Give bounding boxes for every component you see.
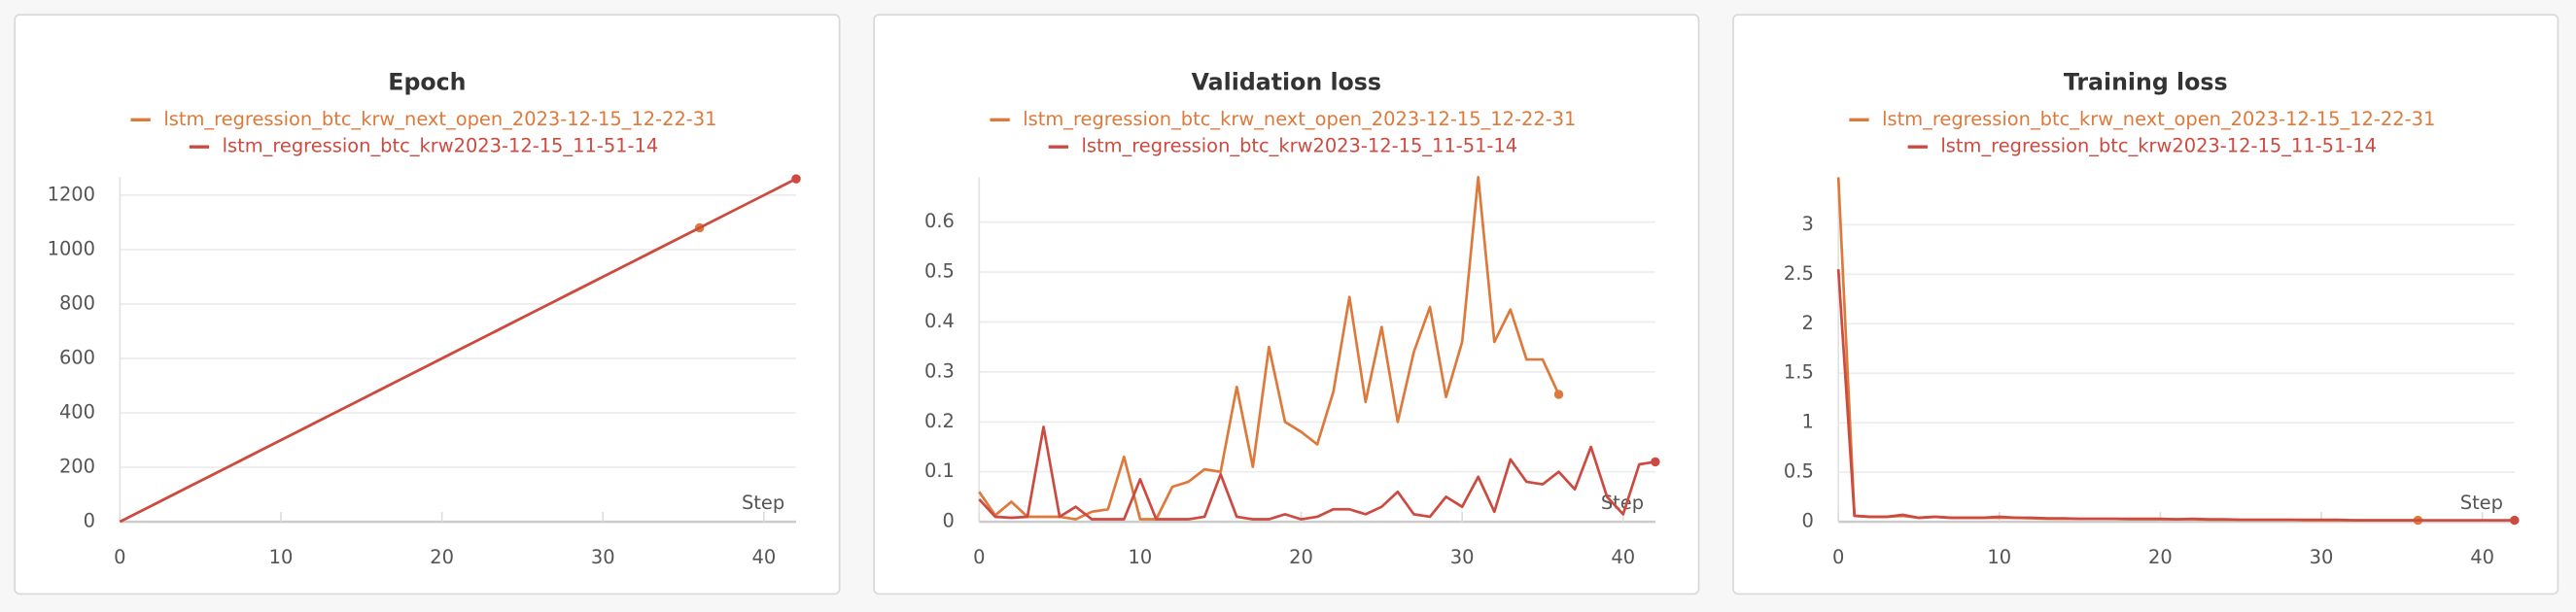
legend-label: lstm_regression_btc_krw2023-12-15_11-51-… [1082, 135, 1518, 157]
y-tick-label: 0 [943, 510, 955, 532]
x-tick-label: 40 [1611, 546, 1635, 568]
x-tick-label: 20 [2148, 546, 2173, 568]
chart-title: Training loss [2064, 69, 2228, 96]
y-tick-label: 2 [1801, 312, 1813, 334]
x-axis-label: Step [2460, 492, 2503, 514]
y-tick-label: 1000 [48, 237, 95, 259]
x-tick-label: 10 [269, 546, 294, 568]
chart-title: Epoch [388, 69, 466, 96]
chart-title: Validation loss [1192, 69, 1381, 96]
y-tick-label: 0.4 [924, 310, 955, 332]
y-tick-label: 1.5 [1784, 361, 1814, 384]
y-tick-label: 800 [59, 291, 95, 314]
x-axis-label: Step [742, 492, 784, 514]
legend-label: lstm_regression_btc_krw_next_open_2023-1… [1023, 108, 1576, 130]
x-tick-label: 20 [1289, 546, 1313, 568]
y-tick-label: 0 [84, 510, 95, 532]
y-tick-label: 0.6 [924, 210, 955, 232]
y-tick-label: 0 [1801, 510, 1813, 532]
panel-background [873, 14, 1700, 595]
x-axis-label: Step [1601, 492, 1644, 514]
series-line [978, 425, 1656, 521]
series-end-point [1651, 457, 1660, 467]
y-tick-label: 0.2 [924, 410, 955, 432]
x-tick-label: 20 [430, 546, 454, 568]
series-line [1836, 269, 2515, 522]
y-tick-label: 1 [1801, 411, 1813, 433]
x-tick-label: 0 [973, 546, 985, 568]
y-tick-label: 2.5 [1784, 262, 1814, 285]
x-tick-label: 10 [1987, 546, 2011, 568]
x-tick-label: 40 [752, 546, 777, 568]
chart-panel: Training loss lstm_regression_btc_krw_nex… [1732, 14, 2559, 595]
y-tick-label: 200 [59, 456, 95, 478]
y-tick-label: 0.5 [1784, 460, 1814, 483]
x-tick-label: 30 [1450, 546, 1475, 568]
x-tick-label: 40 [2470, 546, 2494, 568]
chart-panel: Epoch lstm_regression_btc_krw_next_open_2… [14, 14, 841, 595]
legend-label: lstm_regression_btc_krw_next_open_2023-1… [163, 108, 716, 130]
x-tick-label: 0 [1832, 546, 1844, 568]
legend-label: lstm_regression_btc_krw2023-12-15_11-51-… [223, 135, 659, 157]
x-tick-label: 30 [591, 546, 615, 568]
legend-label: lstm_regression_btc_krw_next_open_2023-1… [1882, 108, 2435, 130]
y-tick-label: 3 [1801, 213, 1813, 235]
series-end-point [1553, 390, 1564, 399]
series-line [978, 176, 1560, 521]
y-tick-label: 0.3 [924, 359, 955, 382]
chart-panel: Validation loss lstm_regression_btc_krw_n… [873, 14, 1700, 595]
x-tick-label: 30 [2310, 546, 2334, 568]
x-tick-label: 0 [114, 546, 125, 568]
x-tick-label: 10 [1129, 546, 1153, 568]
series-end-point [2510, 515, 2520, 526]
y-tick-label: 0.1 [924, 459, 955, 482]
series-line [119, 177, 797, 524]
y-tick-label: 600 [59, 347, 95, 369]
series-end-point [791, 174, 801, 184]
y-tick-label: 0.5 [924, 260, 955, 283]
legend-label: lstm_regression_btc_krw2023-12-15_11-51-… [1940, 135, 2377, 157]
panel-background [1732, 14, 2559, 595]
y-tick-label: 400 [59, 401, 95, 424]
y-tick-label: 1200 [48, 183, 95, 205]
